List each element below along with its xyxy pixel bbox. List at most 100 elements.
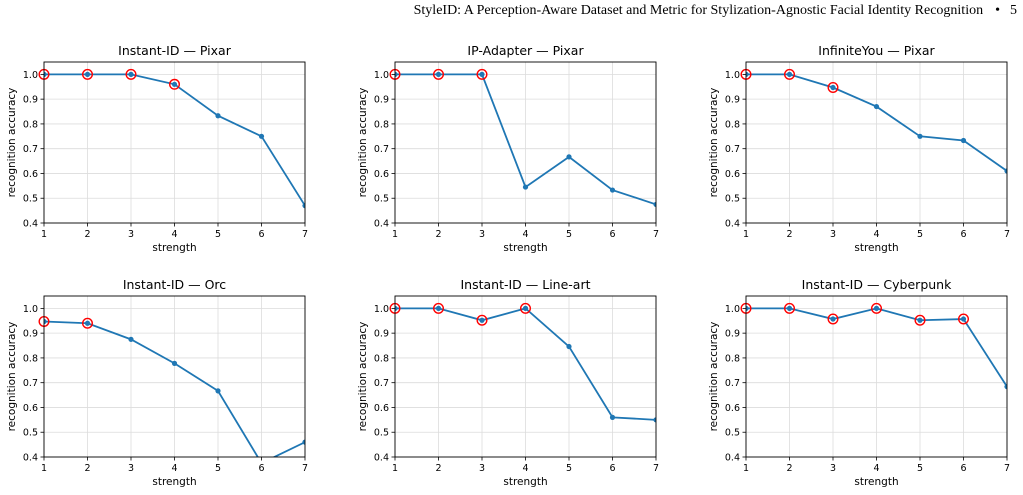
y-tick-label: 0.4 — [374, 219, 389, 230]
x-tick-label: 7 — [653, 463, 659, 474]
x-tick-label: 5 — [215, 229, 221, 240]
chart-title: Instant-ID — Orc — [123, 277, 226, 292]
y-tick-label: 0.4 — [725, 219, 740, 230]
highlight-marker — [827, 313, 839, 325]
data-point — [215, 388, 221, 394]
x-tick-label: 3 — [479, 463, 485, 474]
y-tick-label: 0.9 — [374, 329, 389, 340]
page-number: 5 — [1010, 3, 1017, 18]
y-axis-label: recognition accuracy — [357, 322, 369, 432]
data-point — [522, 184, 529, 190]
x-tick-label: 7 — [1004, 463, 1010, 474]
data-point — [128, 71, 134, 77]
y-axis-label: recognition accuracy — [708, 88, 720, 198]
highlight-marker — [476, 68, 488, 80]
header-bullet: • — [995, 3, 1000, 18]
y-tick-label: 0.6 — [23, 403, 38, 414]
chart-title: Instant-ID — Line-art — [460, 277, 590, 292]
plot-frame — [43, 295, 306, 458]
data-point — [84, 320, 91, 326]
x-tick-label: 6 — [258, 229, 264, 240]
x-tick-label: 4 — [171, 463, 177, 474]
data-point — [786, 305, 793, 311]
y-tick-label: 0.7 — [374, 378, 389, 389]
y-tick-label: 0.9 — [725, 95, 740, 106]
data-point — [566, 154, 572, 160]
chart-panel-4: 1 2 3 4 5 6 7 0.4 0.5 0.6 0.7 0.8 0.9 1.0 Instant-ID —… — [6, 277, 308, 488]
x-tick-label: 5 — [215, 463, 221, 474]
chart-title: InfiniteYou — Pixar — [818, 43, 935, 58]
data-point — [609, 187, 616, 193]
data-point — [395, 71, 398, 77]
y-axis-label: recognition accuracy — [357, 88, 369, 198]
highlight-marker — [520, 302, 532, 314]
y-tick-label: 1.0 — [725, 70, 740, 81]
x-tick-label: 6 — [609, 229, 615, 240]
x-tick-label: 6 — [258, 463, 264, 474]
data-point — [435, 71, 442, 77]
highlight-marker — [433, 68, 445, 80]
highlight-marker — [871, 302, 883, 314]
chart-panel-6: 1 2 3 4 5 6 7 0.4 0.5 0.6 0.7 0.8 0.9 1.0 Instant-ID —… — [708, 277, 1010, 488]
data-point — [171, 360, 178, 366]
data-point — [171, 81, 178, 87]
y-tick-label: 0.8 — [374, 119, 389, 130]
data-point — [1004, 384, 1007, 390]
y-tick-label: 0.9 — [23, 95, 38, 106]
data-point — [960, 316, 967, 322]
x-tick-label: 5 — [917, 229, 923, 240]
y-tick-label: 0.6 — [725, 403, 740, 414]
highlight-marker — [784, 302, 796, 314]
x-axis-label: strength — [854, 476, 898, 488]
x-tick-label: 7 — [1004, 229, 1010, 240]
plot-frame — [43, 61, 306, 224]
x-tick-label: 3 — [128, 229, 134, 240]
x-tick-label: 5 — [917, 463, 923, 474]
data-point — [746, 305, 749, 311]
plot-frame — [745, 61, 1008, 224]
x-tick-label: 6 — [960, 463, 966, 474]
y-tick-label: 0.9 — [725, 329, 740, 340]
highlight-marker — [433, 302, 445, 314]
y-tick-label: 0.5 — [23, 428, 38, 439]
x-tick-label: 7 — [302, 229, 308, 240]
x-tick-label: 3 — [128, 463, 134, 474]
x-axis-label: strength — [854, 242, 898, 254]
x-tick-label: 4 — [522, 229, 528, 240]
data-point — [830, 84, 836, 91]
data-point — [917, 317, 923, 323]
x-tick-label: 4 — [873, 463, 879, 474]
x-axis-label: strength — [503, 242, 547, 254]
y-tick-label: 0.4 — [23, 453, 38, 464]
data-point — [873, 305, 880, 311]
highlight-marker — [914, 314, 926, 326]
y-tick-label: 0.7 — [725, 144, 740, 155]
y-tick-label: 0.4 — [374, 453, 389, 464]
plot-frame — [745, 295, 1008, 458]
x-axis-label: strength — [503, 476, 547, 488]
data-point — [395, 305, 398, 311]
highlight-marker — [125, 68, 137, 80]
data-point — [522, 305, 529, 311]
y-tick-label: 0.5 — [374, 428, 389, 439]
x-tick-label: 4 — [171, 229, 177, 240]
y-tick-label: 0.5 — [374, 194, 389, 205]
y-tick-label: 0.4 — [23, 219, 38, 230]
data-point — [786, 71, 793, 77]
data-point — [1004, 168, 1007, 174]
y-tick-label: 0.7 — [374, 144, 389, 155]
highlight-marker — [168, 78, 180, 90]
y-axis-label: recognition accuracy — [708, 322, 720, 432]
x-tick-label: 3 — [830, 229, 836, 240]
data-point — [873, 103, 880, 110]
data-point — [302, 203, 305, 209]
x-tick-label: 1 — [743, 463, 749, 474]
data-point — [479, 71, 485, 77]
y-tick-label: 0.4 — [725, 453, 740, 464]
y-tick-label: 0.8 — [374, 353, 389, 364]
data-point — [566, 343, 572, 350]
chart-title: Instant-ID — Pixar — [118, 43, 232, 58]
y-tick-label: 0.5 — [725, 194, 740, 205]
x-tick-label: 1 — [392, 463, 398, 474]
